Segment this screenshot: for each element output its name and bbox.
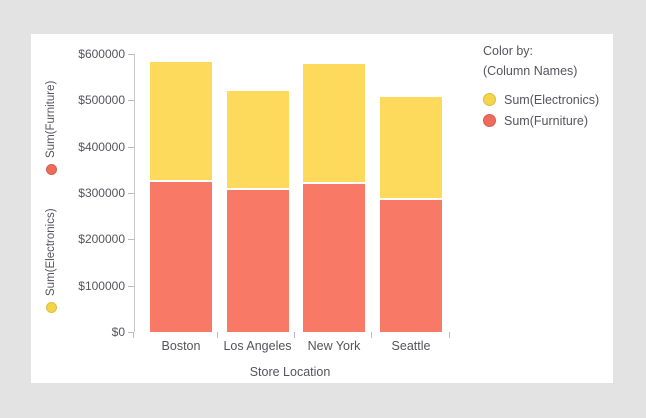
x-category-label-los-angeles: Los Angeles	[223, 339, 292, 353]
legend-item-electronics[interactable]: Sum(Electronics)	[483, 89, 613, 110]
bar-segment-electronics-new-york[interactable]	[303, 64, 365, 182]
x-axis-title[interactable]: Store Location	[249, 365, 331, 379]
bar-segment-furniture-boston[interactable]	[150, 182, 212, 332]
y-tick-label: $500000	[78, 93, 125, 108]
bar-segment-furniture-new-york[interactable]	[303, 184, 365, 332]
y-tick-label: $200000	[78, 232, 125, 247]
x-tick-mark	[371, 332, 372, 338]
legend-item-furniture-label: Sum(Furniture)	[504, 113, 589, 128]
y-tick-mark	[128, 100, 134, 102]
y-tick-mark	[128, 54, 134, 55]
y-tick-label: $400000	[78, 139, 125, 154]
x-tick-mark	[133, 332, 134, 338]
x-category-label-new-york: New York	[307, 339, 361, 353]
bar-segment-electronics-boston[interactable]	[150, 62, 212, 180]
y-tick-mark	[128, 193, 134, 194]
legend-subtitle: (Column Names)	[483, 64, 578, 78]
x-category-label-seattle: Seattle	[391, 339, 431, 353]
x-tick-mark	[217, 332, 218, 338]
bar-segment-furniture-seattle[interactable]	[379, 200, 442, 332]
y-tick-label: $300000	[78, 186, 125, 200]
legend-item-electronics-label: Sum(Electronics)	[504, 92, 600, 107]
plot-area	[31, 54, 501, 332]
y-tick-mark	[128, 239, 134, 241]
y-tick-mark	[128, 285, 134, 287]
y-tick-label: $600000	[78, 47, 125, 61]
furniture-swatch-icon	[483, 114, 496, 127]
y-tick-mark	[128, 146, 134, 148]
bar-segment-furniture-los-angeles[interactable]	[226, 190, 289, 332]
y-tick-mark	[128, 332, 134, 333]
y-axis-line	[134, 54, 135, 332]
legend-item-furniture[interactable]: Sum(Furniture)	[483, 110, 613, 131]
legend-title: Color by:	[483, 44, 534, 58]
y-tick-label: $0	[111, 325, 125, 339]
chart-panel: Sum(Furniture) Sum(Electronics) $600000 $…	[31, 34, 613, 383]
bar-segment-electronics-seattle[interactable]	[379, 97, 442, 198]
legend: Color by: (Column Names) Sum(Electronics…	[483, 41, 613, 131]
x-category-label-boston: Boston	[161, 339, 201, 353]
bar-segment-electronics-los-angeles[interactable]	[226, 91, 289, 188]
electronics-swatch-icon	[483, 93, 496, 106]
x-tick-mark	[449, 332, 450, 338]
x-tick-mark	[294, 332, 295, 338]
y-tick-label: $100000	[78, 278, 125, 293]
